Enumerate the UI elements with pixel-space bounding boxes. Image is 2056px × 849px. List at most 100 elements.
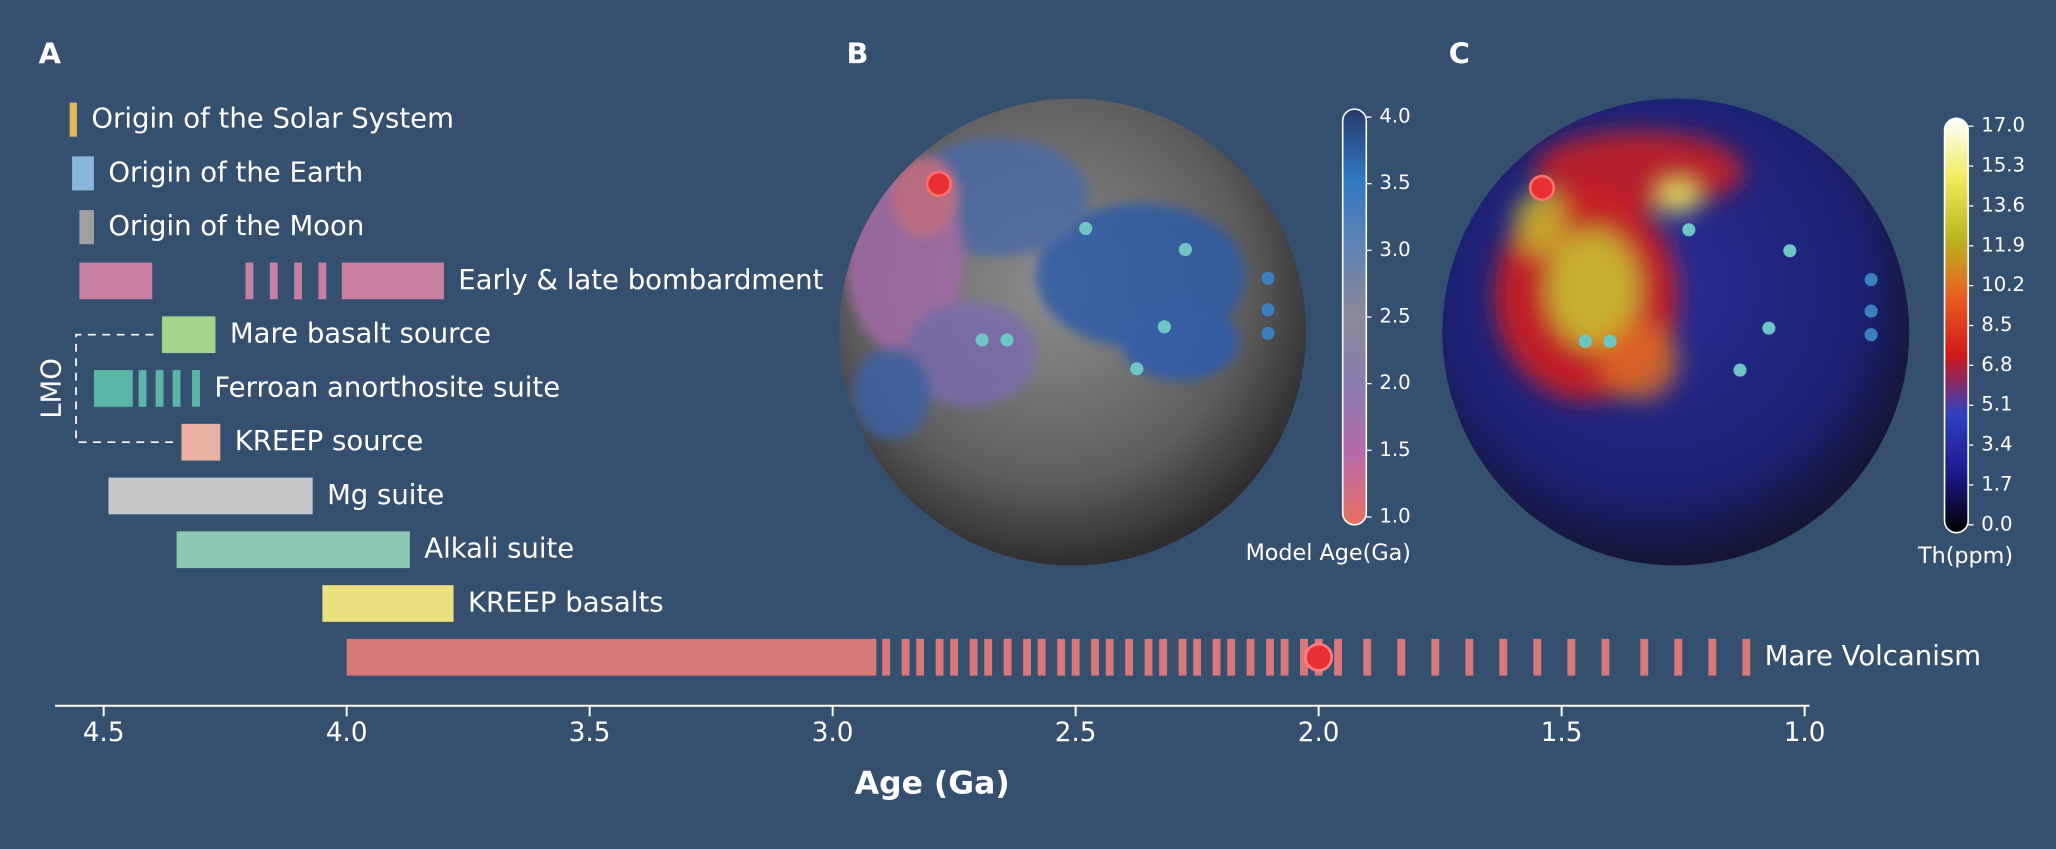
- dash: [969, 638, 978, 676]
- dash: [935, 638, 944, 676]
- panel-label: A: [39, 36, 62, 70]
- segment: [341, 262, 444, 300]
- dash: [984, 638, 993, 676]
- moon-age-map: [839, 98, 1306, 566]
- colorbar: [1943, 117, 1969, 534]
- dash: [1003, 638, 1012, 676]
- dash: [1465, 638, 1474, 676]
- colorbar-tick-label: 1.0: [1379, 504, 1410, 527]
- x-tick-label: 4.0: [326, 718, 368, 748]
- colorbar-tick-label: 0.0: [1981, 512, 2012, 535]
- dash: [1567, 638, 1576, 676]
- panel-label: B: [847, 36, 869, 70]
- segment: [176, 531, 410, 569]
- segment: [69, 102, 77, 137]
- dash: [318, 262, 327, 300]
- colorbar-tick-label: 2.0: [1379, 371, 1410, 394]
- colorbar-tick-label: 13.6: [1981, 193, 2025, 216]
- colorbar-label: Th(ppm): [1917, 543, 2013, 569]
- colorbar-tick-label: 1.7: [1981, 472, 2012, 495]
- row-label: Mare Volcanism: [1765, 640, 1981, 672]
- colorbar-tick-label: 10.2: [1981, 273, 2025, 296]
- moon-thorium-map: [1442, 98, 1910, 566]
- dash: [1363, 638, 1372, 676]
- x-tick-label: 2.0: [1298, 718, 1340, 748]
- colorbar-tick-label: 6.8: [1981, 353, 2012, 376]
- segment: [346, 638, 877, 676]
- dash: [950, 638, 959, 676]
- colorbar: [1341, 108, 1368, 526]
- dash: [1674, 638, 1683, 676]
- row-label: Origin of the Moon: [108, 210, 364, 242]
- dash: [1105, 638, 1114, 676]
- site-markers: [925, 170, 1878, 377]
- segment: [322, 585, 454, 622]
- x-axis-label: Age (Ga): [855, 765, 1010, 801]
- dash: [882, 638, 891, 676]
- dash: [1334, 638, 1343, 676]
- dash: [1742, 638, 1751, 676]
- dash: [1037, 638, 1046, 676]
- dash: [1125, 638, 1134, 676]
- dash: [1708, 638, 1717, 676]
- dash: [1300, 638, 1308, 676]
- dash: [245, 262, 254, 300]
- dash: [1227, 638, 1236, 676]
- segment: [79, 210, 94, 245]
- dash: [269, 262, 278, 300]
- colorbar-tick-label: 3.4: [1981, 433, 2012, 456]
- colorbar-tick-label: 2.5: [1379, 304, 1410, 327]
- dash: [172, 370, 181, 407]
- x-tick-label: 2.5: [1055, 718, 1097, 748]
- segment: [79, 262, 153, 300]
- dash: [1193, 638, 1202, 676]
- dash: [901, 638, 910, 676]
- x-tick-label: 4.5: [83, 718, 125, 748]
- colorbar-tick-label: 3.5: [1379, 171, 1410, 194]
- dash: [1057, 638, 1066, 676]
- colorbar-tick-label: 3.0: [1379, 238, 1410, 261]
- highlight-marker: [1304, 642, 1334, 672]
- row-label: Mare basalt source: [230, 318, 491, 350]
- dash: [1091, 638, 1100, 676]
- dash: [1601, 638, 1610, 676]
- colorbar-tick-label: 1.5: [1379, 438, 1410, 461]
- segment: [108, 477, 313, 515]
- colorbar-tick-label: 4.0: [1379, 105, 1410, 128]
- dash: [1246, 638, 1255, 676]
- colorbar-tick-label: 8.5: [1981, 313, 2012, 336]
- dash: [916, 638, 925, 676]
- segment: [93, 370, 133, 407]
- dash: [1144, 638, 1153, 676]
- dash: [1071, 638, 1080, 676]
- panel-label: C: [1449, 36, 1470, 70]
- bracket: [75, 333, 175, 444]
- dash: [1499, 638, 1508, 676]
- dash: [1212, 638, 1221, 676]
- x-tick-label: 3.0: [812, 718, 854, 748]
- row-label: Origin of the Solar System: [91, 103, 454, 135]
- row-label: Mg suite: [327, 479, 444, 511]
- segment: [161, 316, 216, 354]
- dash: [138, 370, 147, 407]
- dash: [1280, 638, 1289, 676]
- colorbar-tick-label: 11.9: [1981, 233, 2025, 256]
- segment: [72, 156, 94, 191]
- dash: [1023, 638, 1031, 676]
- dash: [155, 370, 164, 407]
- row-label: Ferroan anorthosite suite: [214, 371, 560, 403]
- colorbar-tick-label: 5.1: [1981, 393, 2012, 416]
- dash: [1159, 638, 1168, 676]
- colorbar-tick-label: 17.0: [1981, 114, 2025, 137]
- row-label: Alkali suite: [424, 533, 574, 565]
- dash: [294, 262, 302, 300]
- row-label: Early & late bombardment: [458, 264, 823, 296]
- bracket-label: LMO: [35, 358, 67, 419]
- x-tick-label: 1.5: [1541, 718, 1583, 748]
- colorbar-label: Model Age(Ga): [1246, 540, 1411, 566]
- dash: [1533, 638, 1542, 676]
- dash: [1431, 638, 1440, 676]
- segment: [181, 423, 221, 461]
